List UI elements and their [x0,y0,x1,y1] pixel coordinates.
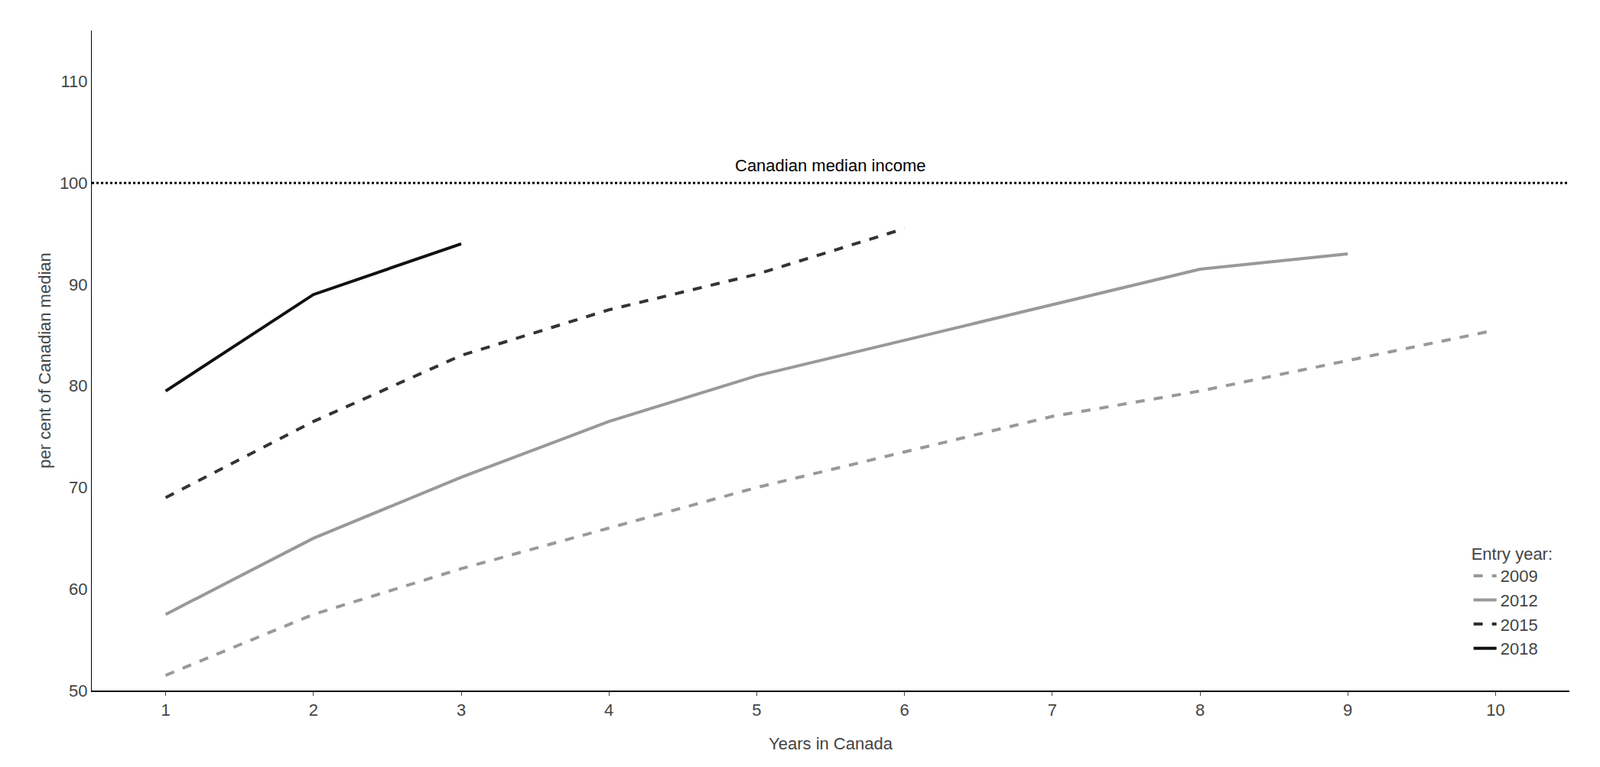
svg-text:per cent of Canadian median: per cent of Canadian median [35,252,55,469]
svg-text:1: 1 [160,700,170,720]
svg-text:6: 6 [899,700,909,720]
svg-text:50: 50 [68,681,88,701]
svg-text:70: 70 [68,478,88,498]
svg-text:100: 100 [59,173,88,193]
svg-text:3: 3 [456,700,466,720]
svg-text:Years in Canada: Years in Canada [768,734,894,754]
svg-text:60: 60 [68,579,88,599]
svg-text:9: 9 [1343,700,1353,720]
svg-text:2018: 2018 [1500,639,1539,659]
svg-text:2015: 2015 [1500,615,1539,635]
svg-text:8: 8 [1195,700,1205,720]
svg-text:10: 10 [1486,700,1505,720]
svg-text:4: 4 [604,700,614,720]
svg-text:5: 5 [751,700,761,720]
svg-text:2009: 2009 [1500,566,1539,586]
svg-text:2012: 2012 [1500,591,1539,611]
svg-text:7: 7 [1047,700,1057,720]
svg-text:Canadian median income: Canadian median income [734,156,927,176]
svg-text:110: 110 [61,71,88,92]
svg-text:2: 2 [308,700,319,720]
svg-text:Entry year:: Entry year: [1471,544,1553,564]
svg-text:90: 90 [68,275,88,295]
svg-text:80: 80 [68,376,88,396]
